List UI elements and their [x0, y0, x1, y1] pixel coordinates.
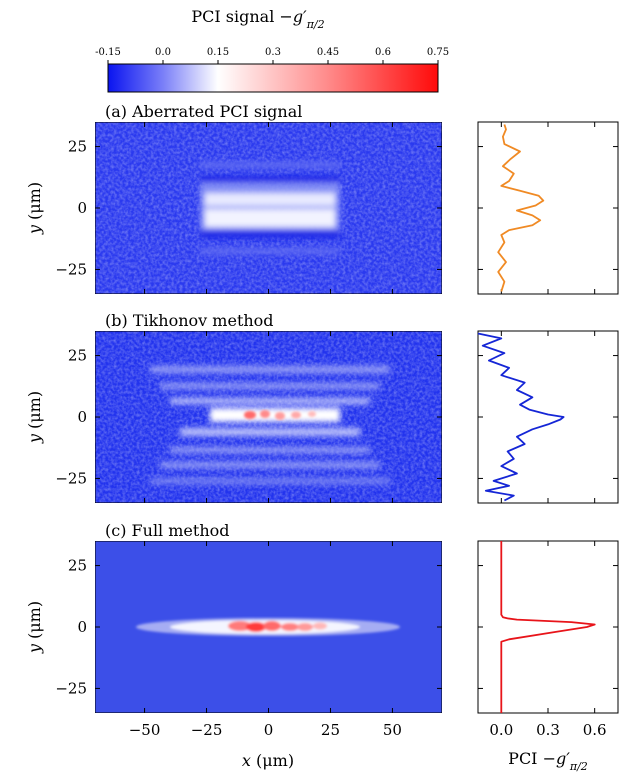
- heatmap-b: [95, 331, 442, 503]
- xtick-label: 25: [321, 721, 340, 739]
- panel-a-title: (a) Aberrated PCI signal: [105, 102, 302, 121]
- xtick-label: 50: [383, 721, 402, 739]
- colorbar-ticks: -0.15 0.0 0.15 0.3 0.45 0.6 0.75: [95, 47, 449, 64]
- colorbar-tick-label: 0.75: [427, 47, 449, 58]
- ytick-label: 25: [68, 557, 87, 575]
- xtick-label: −25: [191, 721, 223, 739]
- panel-c-title: (c) Full method: [105, 521, 230, 540]
- colorbar-label: PCI signal −g′π/2: [191, 7, 324, 31]
- ytick-label: 0: [77, 408, 87, 426]
- xtick-label: 0: [264, 721, 274, 739]
- profile-a-frame: [477, 121, 619, 295]
- colorbar-tick-label: 0.3: [265, 47, 281, 58]
- colorbar-tick-label: 0.15: [207, 47, 229, 58]
- profile-xtick-label: 0.6: [583, 721, 607, 739]
- xlabel: x (μm): [242, 751, 294, 770]
- ytick-label: −25: [55, 260, 87, 278]
- ytick-label: −25: [55, 469, 87, 487]
- ytick-label: −25: [55, 679, 87, 697]
- colorbar-tick-label: 0.6: [375, 47, 391, 58]
- profile-xtick-label: 0.3: [536, 721, 560, 739]
- xtick-label: −50: [129, 721, 161, 739]
- ytick-label: 25: [68, 347, 87, 365]
- ytick-label: 25: [68, 138, 87, 156]
- profile-line-b: [477, 332, 565, 502]
- heatmap-a: [95, 122, 442, 294]
- ytick-label: 0: [77, 618, 87, 636]
- ylabel-b: y (μm): [25, 391, 44, 444]
- profile-xlabel: PCI −g′π/2: [508, 749, 588, 773]
- colorbar: [107, 63, 439, 93]
- profile-b-frame: [477, 330, 619, 504]
- profile-xtick-label: 0.0: [489, 721, 513, 739]
- colorbar-tick-label: 0.45: [317, 47, 339, 58]
- heatmap-c: [95, 541, 442, 713]
- ytick-label: 0: [77, 199, 87, 217]
- ylabel-a: y (μm): [25, 182, 44, 235]
- colorbar-tick-label: -0.15: [95, 47, 121, 58]
- profile-line-c: [500, 541, 596, 713]
- colorbar-tick-label: 0.0: [155, 47, 171, 58]
- panel-b-title: (b) Tikhonov method: [105, 311, 274, 330]
- profile-c-frame: [477, 540, 619, 714]
- ylabel-c: y (μm): [25, 601, 44, 654]
- profile-line-a: [497, 124, 545, 292]
